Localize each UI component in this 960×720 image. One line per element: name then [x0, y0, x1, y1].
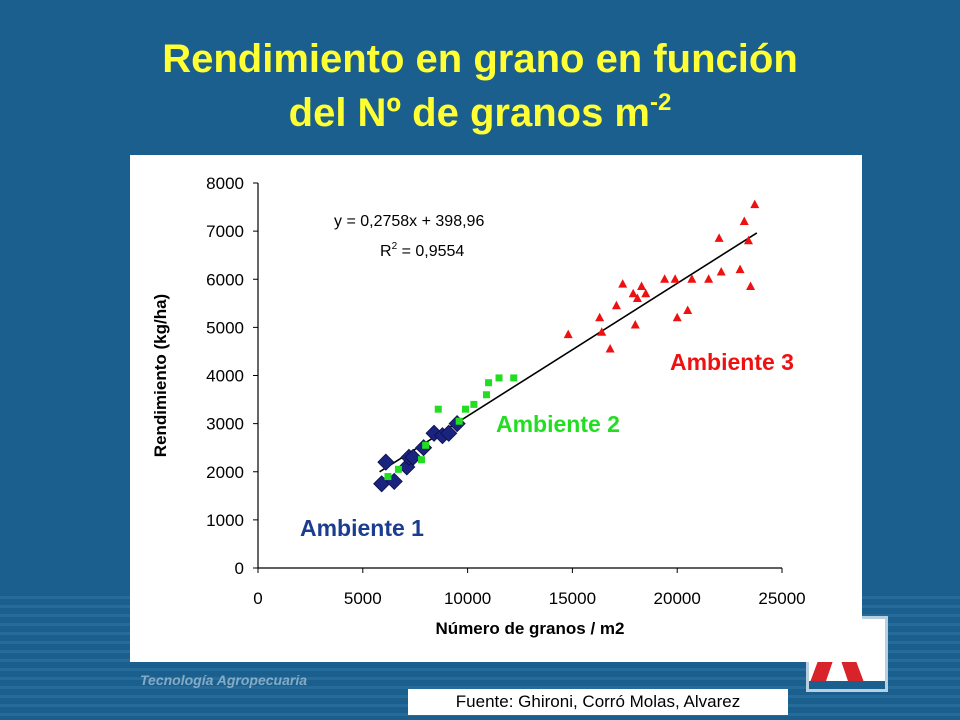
data-point [422, 441, 430, 449]
data-point [470, 400, 478, 408]
data-point [746, 281, 756, 290]
x-tick-label: 10000 [444, 589, 491, 608]
data-point [377, 453, 395, 471]
y-axis-label: Rendimiento (kg/ha) [151, 294, 170, 457]
y-tick-label: 2000 [206, 463, 244, 482]
x-tick-label: 0 [253, 589, 262, 608]
data-point [404, 448, 422, 466]
chart-panel: 0 1000 2000 3000 4000 5000 6000 7000 8000 0 5000 10… [130, 155, 862, 662]
y-tick-label: 0 [235, 559, 244, 578]
data-point [618, 279, 628, 288]
y-tick-label: 8000 [206, 174, 244, 193]
data-point [384, 473, 392, 481]
data-point [597, 327, 607, 336]
footer-tagline: Tecnología Agropecuaria [140, 672, 307, 688]
scatter-chart: 0 1000 2000 3000 4000 5000 6000 7000 8000 0 5000 10… [151, 174, 806, 638]
data-point [611, 300, 621, 310]
data-point [683, 305, 693, 315]
logo-bar [809, 681, 885, 689]
data-point [672, 312, 682, 322]
data-point [739, 216, 749, 225]
series-label: Ambiente 3 [670, 349, 794, 375]
data-point [735, 264, 745, 274]
data-point [462, 405, 470, 413]
y-tick-label: 1000 [206, 511, 244, 530]
data-point [637, 281, 647, 290]
data-point [660, 274, 670, 283]
data-point [595, 312, 605, 322]
data-point [670, 274, 680, 283]
x-tick-label: 20000 [654, 589, 701, 608]
series-label: Ambiente 1 [300, 515, 424, 541]
title-superscript: -2 [650, 89, 672, 116]
data-point [630, 319, 640, 329]
source-credit: Fuente: Ghironi, Corró Molas, Alvarez [408, 689, 788, 715]
y-tick-label: 5000 [206, 318, 244, 337]
data-point [455, 417, 463, 425]
slide-title: Rendimiento en grano en función del Nº d… [0, 32, 960, 140]
data-point [750, 199, 760, 209]
chart-ticks: 0 1000 2000 3000 4000 5000 6000 7000 8000 0 5000 10… [206, 174, 805, 608]
chart-axes [257, 183, 782, 569]
data-point [632, 293, 642, 302]
data-point [714, 233, 724, 242]
data-point [394, 465, 402, 473]
data-point [687, 274, 697, 283]
data-point [485, 379, 493, 387]
x-axis-label: Número de granos / m2 [436, 619, 625, 638]
data-point [440, 424, 458, 442]
data-point [510, 374, 518, 382]
data-point [605, 344, 615, 353]
y-tick-label: 3000 [206, 415, 244, 434]
title-line-1: Rendimiento en grano en función [162, 37, 798, 81]
y-tick-label: 6000 [206, 270, 244, 289]
title-line-2: del Nº de granos m [288, 91, 650, 135]
data-point [482, 391, 490, 399]
data-point [563, 329, 573, 339]
data-point [628, 288, 638, 298]
data-point [641, 288, 651, 298]
x-tick-label: 15000 [549, 589, 596, 608]
data-point [743, 235, 753, 245]
r-squared-label: R2 = 0,9554 [380, 241, 464, 260]
data-point [704, 274, 714, 283]
y-tick-label: 7000 [206, 222, 244, 241]
x-tick-label: 5000 [344, 589, 382, 608]
y-tick-label: 4000 [206, 367, 244, 386]
chart-labels: Número de granos / m2 Rendimiento (kg/ha)… [151, 213, 794, 638]
data-point [417, 456, 425, 464]
data-point [716, 267, 726, 276]
series-label: Ambiente 2 [496, 411, 620, 437]
data-point [434, 405, 442, 413]
chart-points [373, 199, 760, 493]
trend-equation: y = 0,2758x + 398,96 [334, 213, 484, 230]
data-point [495, 374, 503, 382]
x-tick-label: 25000 [758, 589, 805, 608]
